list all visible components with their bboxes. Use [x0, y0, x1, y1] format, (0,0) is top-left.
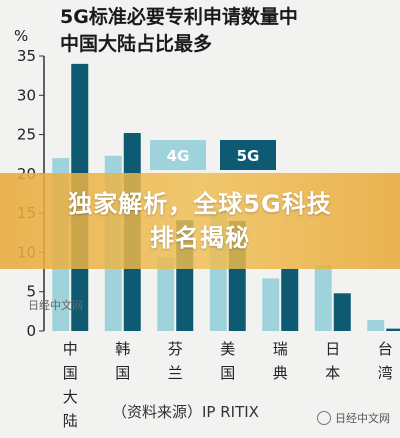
source-note: （资料来源）IP RITIX	[112, 403, 259, 421]
legend: 4G 5G	[150, 140, 276, 170]
category-label-6-0: 台	[378, 340, 393, 358]
category-label-1-0: 韩	[115, 340, 130, 358]
bar-5g-5	[333, 293, 351, 331]
bar-4g-2	[157, 257, 175, 331]
category-label-0-2: 大	[63, 388, 78, 406]
category-label-4-1: 典	[273, 364, 288, 382]
y-tick-label-6: 30	[17, 86, 36, 104]
bar-5g-4	[281, 268, 299, 331]
legend-label-4g: 4G	[167, 147, 190, 165]
watermark-left: 日经中文网	[28, 298, 83, 312]
banner-line-1: 独家解析，全球5G科技	[68, 190, 332, 218]
watermark-right-text: 日经中文网	[335, 412, 390, 425]
category-label-3-1: 国	[220, 364, 235, 382]
legend-swatch-5g	[220, 140, 276, 170]
bar-4g-4	[262, 278, 280, 331]
category-label-0-1: 国	[63, 364, 78, 382]
wechat-icon	[317, 411, 331, 425]
category-label-1-1: 国	[115, 364, 130, 382]
category-label-5-0: 日	[325, 340, 340, 358]
banner-line-2: 排名揭秘	[150, 224, 250, 252]
chart-title-line-2: 中国大陆占比最多	[60, 32, 212, 55]
watermark-right: 日经中文网	[317, 410, 390, 426]
legend-swatch-4g	[150, 140, 206, 170]
chart-title-line-1: 5G标准必要专利申请数量中	[60, 5, 298, 28]
bar-4g-6	[367, 320, 385, 331]
legend-label-5g: 5G	[237, 147, 260, 165]
bar-5g-6	[386, 328, 400, 331]
y-tick-label-1: 5	[26, 283, 36, 301]
category-label-3-0: 美	[220, 340, 235, 358]
category-label-5-1: 本	[325, 364, 340, 382]
category-label-0-3: 陆	[63, 412, 78, 430]
category-label-4-0: 瑞	[273, 340, 288, 358]
category-label-2-0: 芬	[168, 340, 183, 358]
bar-4g-5	[314, 265, 332, 331]
y-tick-label-7: 35	[17, 47, 36, 65]
category-label-0-0: 中	[63, 340, 78, 358]
y-axis-label: %	[14, 27, 28, 45]
category-label-6-1: 湾	[378, 364, 393, 382]
category-label-2-1: 兰	[168, 364, 183, 382]
y-tick-label-5: 25	[17, 126, 36, 144]
y-tick-label-0: 0	[26, 322, 36, 340]
overlay-banner: 独家解析，全球5G科技 排名揭秘	[0, 173, 400, 269]
